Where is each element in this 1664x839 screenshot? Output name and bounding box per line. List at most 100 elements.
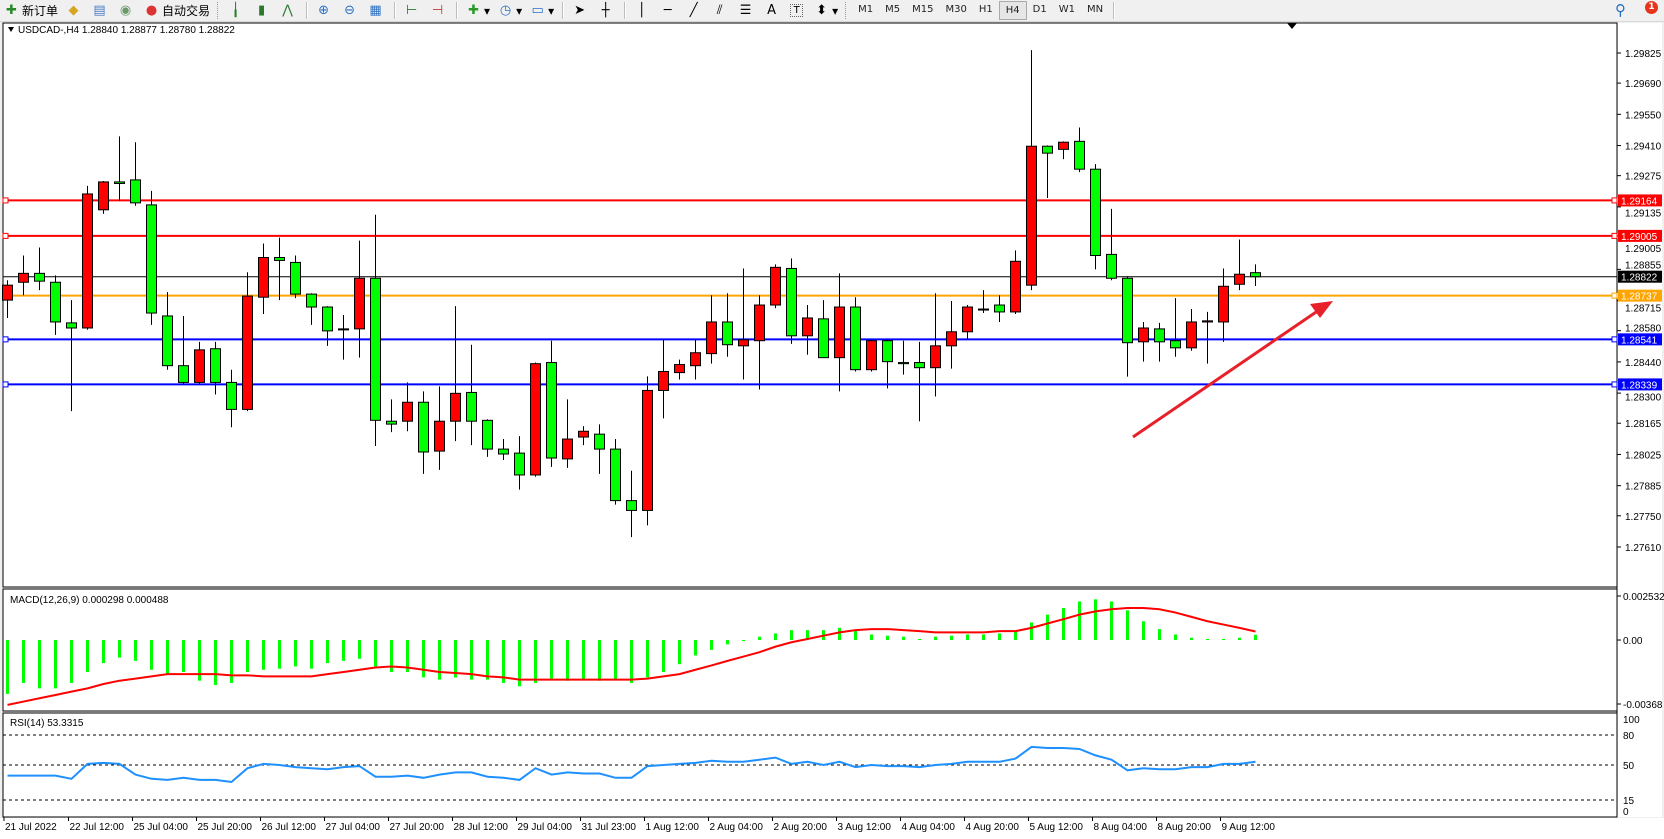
bull-candle <box>834 306 845 359</box>
macd-pane[interactable] <box>2 588 1618 712</box>
bull-candle <box>1138 327 1149 343</box>
level-handle[interactable] <box>2 197 9 204</box>
bear-candle <box>130 179 141 204</box>
timeframe-m5[interactable]: M5 <box>885 4 901 15</box>
bull-candle <box>450 392 461 422</box>
bar-chart-button[interactable]: ╽ <box>224 1 250 20</box>
bear-candle <box>1170 340 1181 349</box>
history-button[interactable]: ▤ <box>88 1 114 20</box>
main-pane[interactable] <box>2 22 1618 588</box>
timeframe-h1[interactable]: H1 <box>978 4 993 15</box>
price-tick-label: 1.29135 <box>1625 208 1662 219</box>
price-tick-label: 1.29690 <box>1625 79 1662 90</box>
separator <box>1113 2 1116 19</box>
cursor-button[interactable]: ➤ <box>568 1 594 20</box>
history-icon: ▤ <box>93 3 106 18</box>
bear-candle <box>178 365 189 383</box>
price-tick-label: 1.29275 <box>1625 172 1662 183</box>
candle-chart-button[interactable]: ▮ <box>250 1 276 20</box>
level-handle[interactable] <box>2 336 9 343</box>
gold-button[interactable]: ◆ <box>62 1 88 20</box>
level-price-label: 1.28541 <box>1621 335 1658 346</box>
toolbar-grip <box>217 2 221 19</box>
level-handle[interactable] <box>1611 292 1618 299</box>
trend-arrow-line[interactable] <box>1132 306 1323 439</box>
bull-candle <box>658 370 669 391</box>
bear-candle <box>898 362 909 365</box>
text-label-button[interactable]: T <box>786 1 810 20</box>
level-price-label: 1.28822 <box>1621 273 1658 284</box>
new-order-button[interactable]: ✚ 新订单 <box>0 1 62 20</box>
macd-signal-line <box>7 607 1256 706</box>
timeframe-m30[interactable]: M30 <box>945 4 967 15</box>
zoom-in-button[interactable]: ⊕ <box>312 1 338 20</box>
tile-windows-button[interactable]: ▦ <box>364 1 390 20</box>
collapse-triangle-icon[interactable] <box>8 27 14 32</box>
bear-candle <box>914 362 925 369</box>
level-handle[interactable] <box>1611 381 1618 388</box>
chart-shift-icon: ⊣ <box>431 3 444 18</box>
line-chart-icon: ⋀ <box>282 3 293 18</box>
line-chart-button[interactable]: ⋀ <box>276 1 302 20</box>
bull-candle <box>690 352 701 367</box>
level-handle[interactable] <box>2 381 9 388</box>
bull-candle <box>354 277 365 330</box>
bear-candle <box>722 321 733 346</box>
horizontal-line-button[interactable]: ─ <box>656 1 682 20</box>
text-button[interactable]: A <box>760 1 786 20</box>
auto-trading-button[interactable]: ● 自动交易 <box>140 1 214 20</box>
bull-candle <box>706 321 717 355</box>
notification-icon[interactable]: 1 <box>1640 1 1658 19</box>
timeframe-d1[interactable]: D1 <box>1032 4 1047 15</box>
tile-windows-icon: ▦ <box>369 3 382 18</box>
chart-shift-marker-icon[interactable] <box>1287 23 1297 29</box>
arrows-button[interactable]: ⬍ ▾ <box>810 1 842 20</box>
bull-candle <box>866 340 877 371</box>
macd-tick-label: 0.002532 <box>1623 592 1664 603</box>
auto-scroll-button[interactable]: ⊢ <box>400 1 426 20</box>
fibonacci-button[interactable]: ☰ <box>734 1 760 20</box>
chart-shift-button[interactable]: ⊣ <box>426 1 452 20</box>
crosshair-button[interactable]: ┼ <box>594 1 620 20</box>
bear-candle <box>1074 140 1085 170</box>
time-label: 4 Aug 20:00 <box>966 822 1020 833</box>
time-label: 22 Jul 12:00 <box>70 822 125 833</box>
timeframe-m1[interactable]: M1 <box>858 4 874 15</box>
periods-icon: ◷ <box>499 3 512 18</box>
bear-candle <box>594 433 605 450</box>
time-label: 27 Jul 20:00 <box>390 822 445 833</box>
level-handle[interactable] <box>1611 232 1618 239</box>
level-price-label: 1.28737 <box>1621 292 1658 303</box>
chart-window[interactable]: 1.29825 1.29690 1.29550 1.29410 1.29275 1.291… <box>0 22 1664 839</box>
bear-candle <box>546 362 557 459</box>
trendline-button[interactable]: ╱ <box>682 1 708 20</box>
zoom-out-button[interactable]: ⊖ <box>338 1 364 20</box>
timeframe-h4[interactable]: H4 <box>998 1 1027 20</box>
bear-candle <box>1122 277 1133 344</box>
bull-candle <box>258 257 269 298</box>
auto-trading-icon: ● <box>145 3 158 18</box>
bear-candle <box>386 420 397 425</box>
bear-candle <box>1154 328 1165 343</box>
search-icon[interactable]: ⚲ <box>1615 1 1626 19</box>
price-tick-label: 1.27885 <box>1625 482 1662 493</box>
timeframe-m15[interactable]: M15 <box>912 4 934 15</box>
bull-candle <box>754 304 765 342</box>
periods-button[interactable]: ◷ ▾ <box>499 3 523 18</box>
indicators-button[interactable]: ✚ ▾ <box>462 1 494 20</box>
vertical-line-icon: │ <box>637 3 646 18</box>
templates-button[interactable]: ▭ ▾ <box>531 3 555 18</box>
timeframe-mn[interactable]: MN <box>1086 4 1104 15</box>
bull-candle <box>770 266 781 306</box>
level-handle[interactable] <box>1611 197 1618 204</box>
level-handle[interactable] <box>1611 336 1618 343</box>
auto-trading-label: 自动交易 <box>162 4 211 18</box>
signal-button[interactable]: ◉ <box>114 1 140 20</box>
bull-candle <box>1058 141 1069 150</box>
level-handle[interactable] <box>2 232 9 239</box>
equidistant-channel-button[interactable]: ⫽ <box>708 1 734 20</box>
timeframe-w1[interactable]: W1 <box>1058 4 1075 15</box>
level-price-label: 1.29005 <box>1621 232 1658 243</box>
vertical-line-button[interactable]: │ <box>630 1 656 20</box>
bear-candle <box>514 452 525 476</box>
